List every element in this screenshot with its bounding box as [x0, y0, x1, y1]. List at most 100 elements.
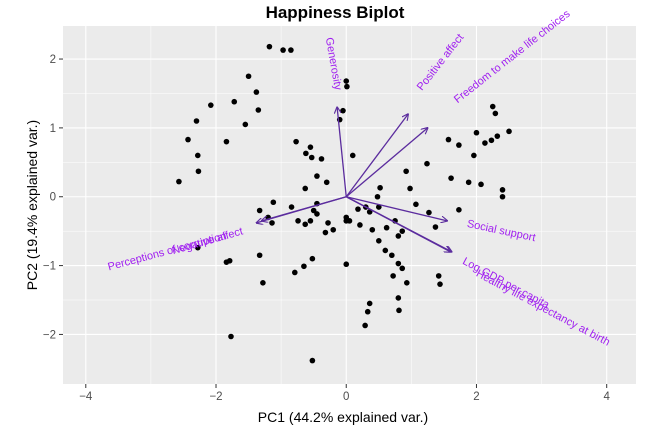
data-point [309, 255, 316, 262]
data-point [403, 168, 409, 175]
data-point [303, 150, 309, 157]
data-point [489, 103, 496, 110]
panel-background [63, 26, 636, 384]
data-point [343, 218, 350, 224]
x-axis-title: PC1 (44.2% explained var.) [258, 409, 428, 425]
data-point [340, 107, 346, 114]
data-point [325, 220, 331, 226]
data-point [195, 168, 202, 175]
data-point [260, 279, 266, 286]
loading-arrow [256, 196, 347, 223]
data-point [482, 140, 488, 146]
loading-arrow [346, 196, 447, 221]
data-point [506, 128, 512, 135]
data-point [456, 207, 462, 213]
x-tick-label: 0 [343, 391, 349, 403]
data-point [448, 175, 454, 181]
data-point [473, 129, 480, 136]
data-point [383, 224, 390, 231]
data-point [314, 173, 320, 179]
data-point [266, 43, 273, 50]
data-point [318, 156, 325, 162]
x-tick-label: 4 [603, 391, 610, 403]
data-point [270, 199, 277, 206]
data-point [376, 204, 382, 210]
data-point [399, 265, 406, 272]
data-point [366, 300, 373, 307]
data-point [245, 73, 252, 80]
data-point [456, 142, 462, 148]
data-point [295, 218, 301, 224]
data-point [382, 247, 389, 254]
data-point [253, 89, 260, 95]
data-point [323, 179, 330, 186]
data-point [223, 259, 230, 265]
data-point [389, 252, 395, 259]
chart-title: Happiness Biplot [266, 3, 405, 22]
data-point [307, 218, 314, 224]
data-point [435, 273, 442, 279]
data-point [426, 209, 432, 216]
data-point [357, 222, 363, 228]
data-point [494, 133, 501, 139]
data-point [395, 260, 402, 267]
loading-arrows [256, 107, 451, 252]
data-point [307, 144, 314, 150]
data-point [364, 308, 371, 315]
loading-arrow [345, 196, 450, 252]
data-point [374, 193, 381, 200]
x-axis: −4 −2 0 2 4 [79, 384, 610, 403]
data-point [308, 154, 315, 161]
data-point [349, 152, 356, 159]
y-tick-label: 2 [50, 54, 56, 66]
data-point [407, 185, 413, 192]
data-point [231, 98, 238, 105]
data-point [395, 295, 402, 301]
data-point [499, 193, 506, 200]
loading-arrow [337, 107, 347, 197]
data-point [302, 185, 309, 192]
y-tick-label: −1 [43, 261, 56, 273]
data-point [344, 83, 350, 90]
data-point [376, 238, 382, 244]
y-axis: −2 −1 0 1 2 [43, 54, 63, 341]
loading-arrow [345, 128, 427, 198]
y-axis-title: PC2 (19.4% explained var.) [24, 120, 40, 290]
y-tick-label: 1 [50, 123, 56, 135]
data-point [343, 261, 350, 268]
plot-panel [63, 26, 636, 384]
y-tick-label: −2 [43, 329, 56, 341]
data-point [194, 244, 201, 251]
x-tick-label: −4 [79, 391, 93, 403]
data-point [256, 252, 263, 259]
data-point [437, 281, 443, 287]
data-point [309, 357, 316, 364]
scatter-points [176, 43, 512, 364]
data-point [176, 178, 182, 185]
data-point [269, 220, 275, 226]
data-point [390, 273, 396, 279]
data-point [413, 201, 419, 208]
data-point [310, 207, 317, 214]
data-point [395, 233, 402, 239]
data-point [362, 322, 368, 329]
data-point [208, 102, 214, 108]
data-point [302, 221, 309, 228]
data-point [343, 78, 350, 84]
data-point [301, 263, 307, 270]
data-point [242, 121, 249, 128]
data-point [399, 228, 406, 234]
data-point [293, 138, 299, 145]
data-point [492, 110, 499, 117]
data-point [193, 118, 200, 124]
data-point [292, 269, 298, 276]
data-point [280, 47, 286, 53]
y-tick-label: 0 [50, 192, 56, 204]
data-point [255, 107, 262, 113]
data-point [369, 226, 376, 233]
loading-arrow [345, 114, 408, 198]
data-point [228, 333, 234, 340]
data-point [185, 136, 191, 143]
x-tick-label: −2 [209, 391, 222, 403]
